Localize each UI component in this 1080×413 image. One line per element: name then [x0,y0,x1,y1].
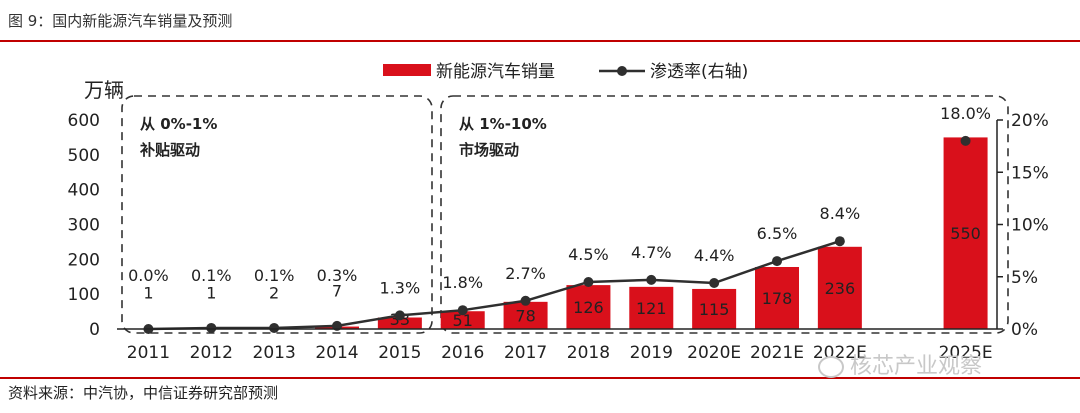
bar-label-2014: 7 [332,282,342,301]
annotation-box-0 [121,95,433,334]
bars [126,137,988,329]
bar-label-2022E: 236 [825,279,856,298]
watermark-text: 核芯产业观察 [850,354,983,379]
penetration-label-2013: 0.1% [254,266,295,285]
penetration-label-2025E: 18.0% [940,104,991,123]
bar-2019 [629,286,674,329]
penetration-line-segment-0 [148,240,841,331]
bar-label-2013: 2 [269,283,279,302]
penetration-point-2017 [520,295,531,306]
legend: 新能源汽车销量 渗透率(右轴) [383,62,748,82]
penetration-point-2015 [394,310,405,321]
y-left-tick-100: 100 [68,285,100,305]
annotations: 从 0%-1% 补贴驱动 从 1%-10% 市场驱动 [121,95,1009,334]
top-rule [0,40,1080,42]
bar-2022E [817,246,862,329]
annotation-box-1 [440,95,1009,334]
annotation-line2-1: 市场驱动 [459,141,519,159]
penetration-point-2022E [834,236,845,247]
penetration-label-2019: 4.7% [631,243,672,262]
watermark: 核芯产业观察 [818,348,982,380]
bar-2016 [440,311,485,329]
y-axis-left-label: 万辆 [84,78,124,102]
y-left-tick-200: 200 [68,250,100,270]
y-right-tick-0%: 0% [1011,320,1038,340]
x-tick-2017: 2017 [504,343,547,363]
bar-2021E [755,266,799,329]
bar-label-2011: 1 [143,284,153,303]
y-left-tick-600: 600 [68,111,100,131]
penetration-label-2021E: 6.5% [757,224,798,243]
y-left-tick-300: 300 [68,216,100,236]
legend-label-bar: 新能源汽车销量 [436,62,555,82]
bar-label-2017: 78 [515,306,535,325]
bar-label-2019: 121 [636,299,667,318]
penetration-label-2018: 4.5% [568,245,609,264]
annotation-line1-1: 从 1%-10% [459,115,547,133]
penetration-point-2020E [709,278,720,289]
x-tick-2011: 2011 [127,343,170,363]
x-tick-2021E: 2021E [750,343,804,363]
y-right-tick-10%: 10% [1011,216,1049,236]
x-tick-2020E: 2020E [687,343,741,363]
penetration-label-2015: 1.3% [380,278,421,297]
penetration-label-2016: 1.8% [442,273,483,292]
y-right-tick-15%: 15% [1011,163,1049,183]
penetration-point-2016 [457,305,468,316]
penetration-point-2013 [269,322,280,333]
bar-label-2018: 126 [573,298,604,317]
bar-2017 [503,301,548,329]
y-left-tick-0: 0 [89,320,100,340]
legend-label-line: 渗透率(右轴) [650,62,748,82]
bar-label-2016: 51 [453,311,473,330]
wechat-icon [818,356,844,378]
bar-label-2012: 1 [206,284,216,303]
annotation-line2-0: 补贴驱动 [139,141,200,159]
x-tick-2019: 2019 [630,343,673,363]
y-left-tick-500: 500 [68,146,100,166]
penetration-point-2018 [583,276,594,287]
bar-label-2020E: 115 [699,300,730,319]
x-tick-2018: 2018 [567,343,610,363]
axes: 0 100 200 300 400 500 600 0% 5% 10% 15% 20% 2011 2012… [68,111,1049,363]
bar-2020E [692,288,737,329]
source-note: 资料来源：中汽协，中信证券研究部预测 [8,384,279,402]
bar-2025E [943,137,988,329]
bar-label-2025E: 550 [950,224,981,243]
penetration-label-2020E: 4.4% [694,246,735,265]
bar-2018 [566,285,611,329]
penetration-point-2019 [646,274,657,285]
bottom-rule [0,377,1080,379]
bar-2015 [377,317,422,329]
x-tick-2013: 2013 [253,343,296,363]
penetration-label-2011: 0.0% [128,266,169,285]
penetration-point-2012 [206,322,217,333]
legend-swatch-bar [383,64,431,76]
annotation-line1-0: 从 0%-1% [140,115,217,133]
y-right-tick-20%: 20% [1011,111,1049,131]
figure-title: 图 9：国内新能源汽车销量及预测 [8,12,233,30]
penetration-point-2025E [960,135,971,146]
bar-label-2021E: 178 [762,289,793,308]
penetration-label-2022E: 8.4% [820,204,861,223]
penetration-label-2012: 0.1% [191,266,232,285]
legend-marker-line [617,66,627,76]
x-tick-2025E: 2025E [939,343,993,363]
penetration-label-2014: 0.3% [317,266,358,285]
y-right-tick-5%: 5% [1011,268,1038,288]
x-tick-2015: 2015 [378,343,421,363]
x-tick-2012: 2012 [190,343,233,363]
bar-labels: 1127335178126121115178236550 [143,224,981,330]
penetration-label-2017: 2.7% [505,264,546,283]
x-tick-2014: 2014 [315,343,358,363]
x-tick-2016: 2016 [441,343,484,363]
y-left-tick-400: 400 [68,181,100,201]
penetration-point-2021E [772,256,782,267]
